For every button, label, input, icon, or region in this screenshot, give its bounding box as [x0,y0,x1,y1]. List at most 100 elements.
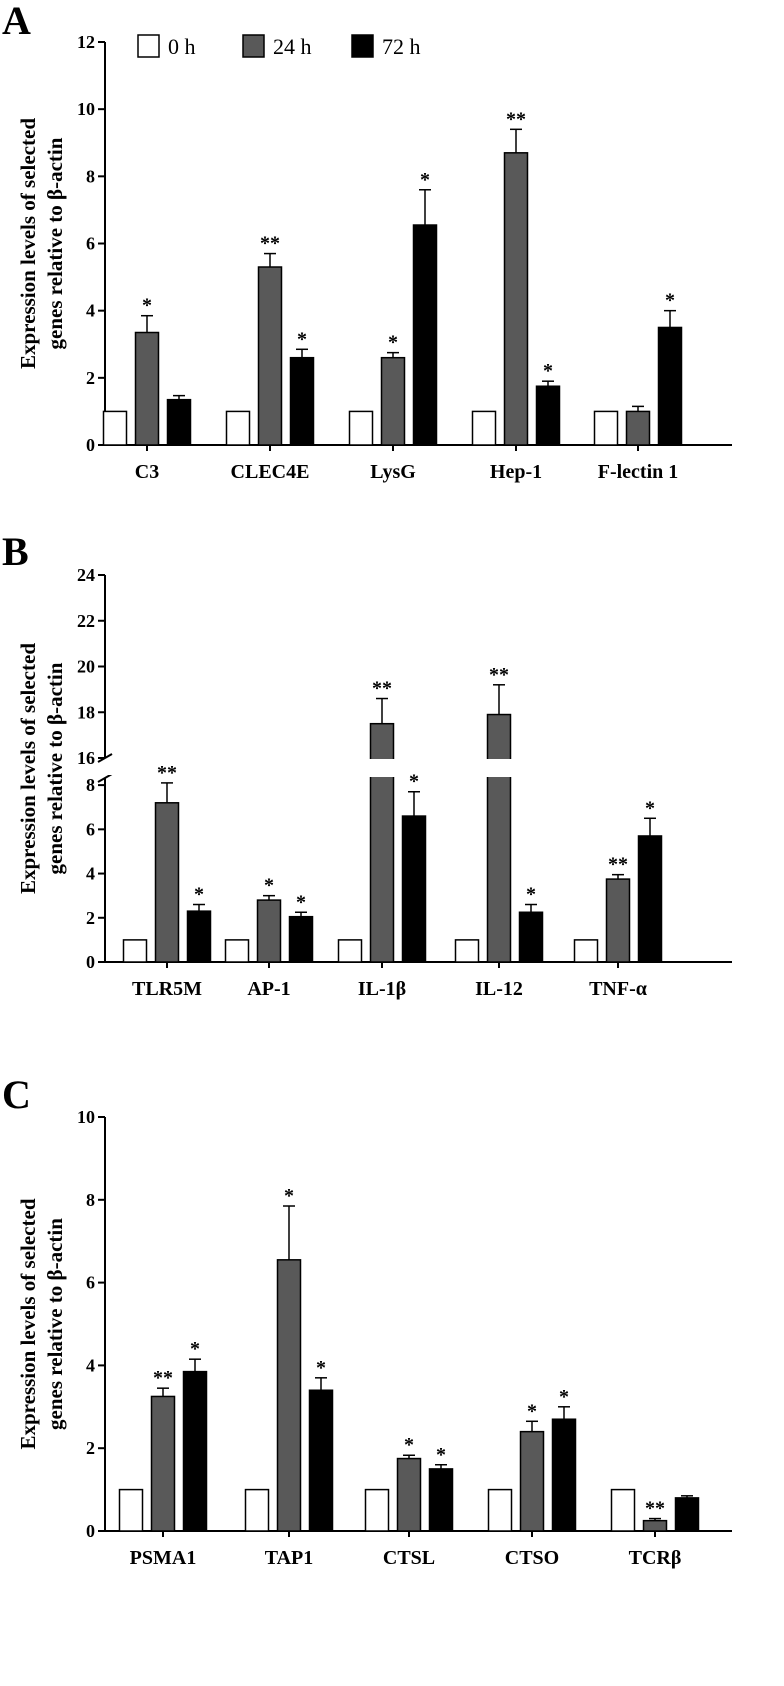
significance-mark: * [297,328,307,350]
y-tick-label: 16 [77,748,95,768]
significance-mark: * [645,797,655,819]
bar-72h-IL-12 [518,911,544,963]
significance-mark: * [194,884,204,906]
significance-mark: * [388,332,398,354]
y-tick-label: 20 [77,657,95,677]
bar-24h-LysG [380,356,406,446]
panel-b: B Expression levels of selected genes rela… [2,529,732,1000]
category-label: F-lectin 1 [598,461,679,483]
legend-label: 0 h [168,34,196,59]
y-tick-label: 4 [86,301,95,321]
y-tick-label: 6 [86,234,95,254]
bar-72h-CLEC4E [289,356,315,446]
y-tick-label: 0 [86,1521,95,1541]
significance-mark: * [436,1444,446,1466]
y-axis-label: genes relative to β-actin [43,1218,67,1430]
bar-24h-CLEC4E [257,266,283,446]
bar-72h-Hep-1 [535,385,561,446]
category-label: PSMA1 [130,1547,197,1569]
y-tick-label: 22 [77,611,95,631]
significance-mark: ** [372,678,392,700]
significance-mark: ** [608,854,628,876]
y-tick-label: 24 [77,565,95,585]
category-label: TLR5M [132,978,202,1000]
bar-72h-TLR5M [186,910,212,963]
significance-mark: * [190,1338,200,1360]
y-tick-label: 0 [86,435,95,455]
y-axis-label: Expression levels of selected [16,118,40,369]
bar-0h-TNF-α [573,939,599,963]
legend: 0 h 24 h 72 h [137,34,421,59]
bar-24h-CTSO [519,1430,545,1532]
bar-0h-TLR5M [122,939,148,963]
legend-label: 24 h [273,34,312,59]
bar-24h-TLR5M [154,802,180,963]
y-axis-label: Expression levels of selected [16,643,40,894]
bar-break-gap [486,759,512,777]
significance-mark: ** [645,1498,665,1520]
significance-mark: * [527,1400,537,1422]
bar-72h-TAP1 [308,1389,334,1532]
bar-72h-PSMA1 [182,1370,208,1532]
bar-72h-C3 [166,398,192,446]
bar-0h-TAP1 [244,1488,270,1532]
bar-72h-AP-1 [288,915,314,963]
bar-0h-IL-1β [337,939,363,963]
significance-mark: ** [506,108,526,130]
bar-72h-TCRβ [674,1497,700,1532]
bar-72h-F-lectin 1 [657,326,683,446]
panel-letter: A [2,0,31,43]
bar-break-gap [369,759,395,777]
bar-72h-CTSL [428,1468,454,1532]
y-tick-label: 2 [86,908,95,928]
legend-swatch-72h [351,34,374,58]
bar-72h-CTSO [551,1418,577,1532]
y-tick-label: 6 [86,819,95,839]
bar-24h-Hep-1 [503,152,529,446]
y-tick-label: 8 [86,775,95,795]
category-label: IL-12 [475,978,523,1000]
significance-mark: * [409,771,419,793]
category-label: IL-1β [358,978,406,1000]
significance-mark: ** [489,664,509,686]
significance-mark: * [543,360,553,382]
panel-letter: C [2,1072,31,1117]
panel-letter: B [2,529,29,574]
bar-24h-TCRβ [642,1519,668,1532]
legend-label: 72 h [382,34,421,59]
bar-24h-TNF-α [605,878,631,963]
y-tick-label: 10 [77,1107,95,1127]
y-tick-label: 10 [77,99,95,119]
significance-mark: ** [260,233,280,255]
category-label: TCRβ [629,1547,682,1569]
category-label: AP-1 [247,978,290,1000]
y-tick-label: 8 [86,1190,95,1210]
significance-mark: * [296,891,306,913]
y-tick-label: 4 [86,1355,95,1375]
bar-0h-PSMA1 [118,1488,144,1532]
bar-0h-IL-12 [454,939,480,963]
significance-mark: * [264,875,274,897]
significance-mark: * [404,1434,414,1456]
bar-24h-CTSL [396,1457,422,1532]
bar-0h-C3 [102,410,128,446]
panel-a: A Expression levels of selected genes rela… [2,0,732,483]
bar-24h-AP-1 [256,899,282,963]
category-label: Hep-1 [490,461,542,483]
axis-break-mark [97,773,113,783]
category-label: CTSL [383,1547,435,1569]
legend-swatch-24h [242,34,265,58]
significance-mark: * [142,295,152,317]
y-tick-label: 2 [86,368,95,388]
bar-24h-IL-12 [486,713,512,963]
y-axis-label: genes relative to β-actin [43,137,67,349]
significance-mark: * [284,1185,294,1207]
category-label: LysG [370,461,416,483]
bar-72h-TNF-α [637,835,663,963]
category-label: TAP1 [265,1547,314,1569]
bar-72h-LysG [412,224,438,446]
panel-c: C Expression levels of selected genes rela… [2,1072,732,1569]
bar-24h-TAP1 [276,1259,302,1532]
category-label: C3 [135,461,159,483]
